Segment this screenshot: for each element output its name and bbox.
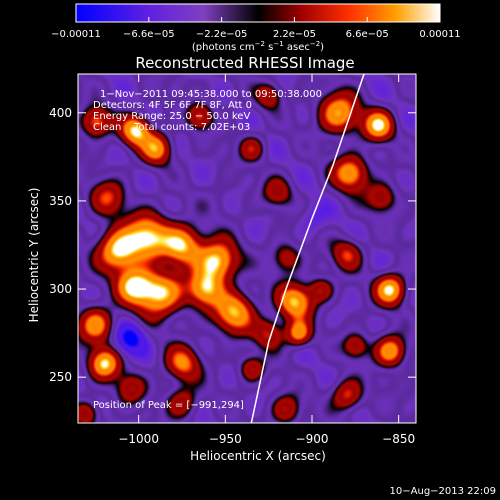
colorbar-ticks: −0.00011 −6.6e−05 −2.2e−05 2.2e−05 6.6e−05 0.…: [51, 17, 461, 40]
plot-frame: [77, 73, 417, 424]
solar-limb-line: [250, 74, 365, 423]
x-axis-label: Heliocentric X (arcsec): [190, 449, 326, 463]
annotation-clean: Clean Total counts: 7.02E+03: [93, 122, 250, 133]
chart-title: Reconstructed RHESSI Image: [135, 54, 354, 72]
x-tick-label: −900: [296, 432, 329, 446]
x-tick-label: −1000: [118, 432, 159, 446]
colorbar-unit-label: (photons cm−2 s−1 asec−2): [192, 40, 324, 53]
plot-area: −1000 −950 −900 −850 250 300 350 400 1−Nov−2011…: [49, 73, 417, 446]
y-tick-label: 300: [49, 282, 72, 296]
footer-timestamp: 10−Aug−2013 22:09: [390, 486, 496, 497]
colorbar-tick-label: −2.2e−05: [196, 29, 248, 40]
annotation-energy: Energy Range: 25.0 − 50.0 keV: [93, 111, 250, 122]
annotation-time-range: 1−Nov−2011 09:45:38.000 to 09:50:38.000: [100, 89, 322, 100]
colorbar-tick-label: −0.00011: [51, 29, 101, 40]
annotation-detectors: Detectors: 4F 5F 6F 7F 8F, Att 0: [93, 100, 252, 111]
axis-ticks: −1000 −950 −900 −850 250 300 350 400: [49, 74, 416, 446]
colorbar-tick-label: 0.00011: [419, 29, 460, 40]
heatmap-image: [78, 74, 416, 423]
colorbar-gradient: [75, 3, 441, 23]
y-tick-label: 350: [49, 194, 72, 208]
y-tick-label: 250: [49, 370, 72, 384]
colorbar: −0.00011 −6.6e−05 −2.2e−05 2.2e−05 6.6e−05 0.…: [51, 3, 461, 53]
x-tick-label: −950: [209, 432, 242, 446]
x-tick-label: −850: [382, 432, 415, 446]
colorbar-tick-label: −6.6e−05: [123, 29, 175, 40]
y-axis-label: Heliocentric Y (arcsec): [27, 188, 41, 323]
annotation-peak-position: Position of Peak = [−991,294]: [93, 400, 244, 411]
colorbar-tick-label: 6.6e−05: [346, 29, 389, 40]
y-tick-label: 400: [49, 106, 72, 120]
colorbar-tick-label: 2.2e−05: [273, 29, 316, 40]
